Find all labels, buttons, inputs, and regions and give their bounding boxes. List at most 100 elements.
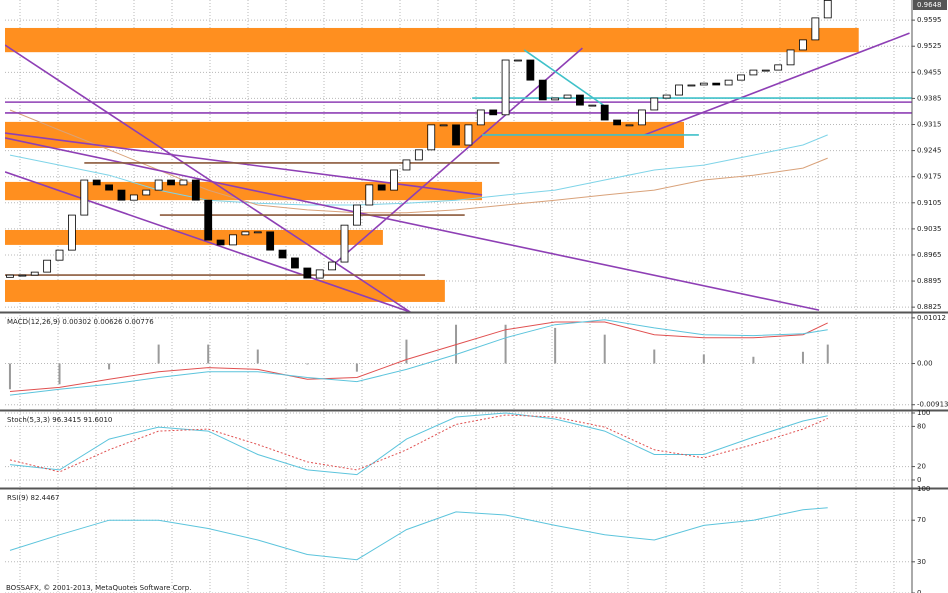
candle-body: [30, 271, 39, 276]
macd-histogram-bar: [504, 324, 507, 364]
trend-line: [5, 171, 411, 312]
copyright: BOSSAFX, © 2001-2013, MetaQuotes Softwar…: [6, 584, 191, 592]
candle-body: [662, 94, 671, 99]
y-tick-label: 20: [917, 463, 926, 471]
panel-label: MACD(12,26,9) 0.00302 0.00626 0.00776: [7, 318, 154, 326]
candle-body: [278, 249, 287, 259]
y-tick-label: 0.9245: [917, 147, 942, 155]
y-tick-label: -0.00913: [917, 401, 948, 409]
candle-body: [526, 59, 535, 81]
candle-body: [365, 184, 374, 206]
panel-label: RSI(9) 82.4467: [7, 494, 59, 502]
last-price-box: [913, 0, 947, 10]
candle-body: [291, 257, 299, 269]
candle-body: [80, 179, 89, 216]
macd-histogram-bar: [256, 349, 259, 364]
candle-body: [352, 204, 361, 226]
candle-body: [266, 231, 275, 251]
macd-histogram-bar: [108, 363, 111, 370]
macd-histogram-bar: [702, 354, 705, 364]
candle-body: [340, 224, 349, 263]
y-tick-label: 0.9175: [917, 173, 942, 181]
last-price-label: 0.9648: [917, 1, 942, 9]
candle-body: [414, 149, 423, 161]
candle-body: [439, 124, 448, 127]
trend-line: [5, 137, 820, 311]
y-tick-label: 0.9385: [917, 94, 942, 102]
indicator-line: [9, 507, 828, 561]
y-tick-label: 30: [917, 558, 926, 566]
price-panel: [5, 0, 912, 312]
indicator-line: [9, 412, 828, 476]
candle-body: [476, 109, 485, 126]
y-tick-label: 70: [917, 516, 926, 524]
candle-body: [749, 69, 758, 76]
trend-line: [644, 32, 910, 136]
candle-body: [241, 231, 250, 236]
macd-histogram-bar: [58, 363, 61, 385]
y-tick-label: 0.9595: [917, 16, 942, 24]
candle-body: [613, 119, 622, 126]
macd-histogram-bar: [355, 363, 358, 372]
candle-body: [105, 184, 113, 191]
y-tick-label: 0: [917, 589, 921, 593]
y-tick-label: 0.8895: [917, 277, 942, 285]
macd-histogram-bar: [8, 363, 11, 390]
price-zone: [5, 27, 859, 53]
trend-line: [5, 132, 483, 196]
candle-body: [154, 179, 163, 191]
y-tick-label: 0.9455: [917, 68, 942, 76]
candle-body: [811, 17, 820, 41]
candle-body: [191, 179, 200, 201]
macd-histogram-bar: [603, 334, 606, 364]
candle-body: [390, 169, 398, 191]
candle-body: [675, 84, 683, 96]
macd-panel: [8, 319, 829, 396]
candle-body: [315, 269, 324, 279]
y-tick-label: 100: [917, 485, 930, 493]
candle-body: [588, 104, 597, 107]
panel-label: Stoch(5,3,3) 96.3415 91.6010: [7, 416, 112, 424]
candle-body: [637, 109, 646, 126]
candle-body: [18, 274, 27, 277]
macd-histogram-bar: [752, 356, 755, 364]
candle-body: [563, 94, 572, 99]
candle-body: [167, 179, 175, 186]
macd-histogram-bar: [554, 327, 557, 364]
candle-body: [774, 64, 783, 71]
y-tick-label: 0: [917, 476, 921, 484]
macd-histogram-bar: [405, 339, 408, 364]
candle-body: [68, 214, 76, 251]
candle-body: [489, 109, 498, 116]
y-tick-label: 0.00: [917, 360, 933, 368]
rsi-panel: [9, 507, 828, 561]
candle-body: [538, 79, 547, 101]
y-tick-label: 0.9525: [917, 42, 942, 50]
y-tick-label: 0.9105: [917, 199, 942, 207]
candle-body: [229, 234, 237, 246]
candle-body: [724, 79, 733, 86]
macd-histogram-bar: [306, 363, 309, 365]
candle-body: [117, 189, 126, 201]
candle-body: [216, 239, 225, 246]
candle-body: [551, 97, 560, 101]
candle-body: [786, 49, 795, 66]
candle-body: [625, 124, 634, 127]
candle-body: [6, 274, 14, 278]
indicator-line: [9, 414, 828, 473]
candle-body: [464, 124, 473, 146]
candle-body: [253, 231, 262, 234]
candle-body: [402, 159, 411, 171]
trend-line: [5, 44, 411, 312]
candle-body: [55, 249, 64, 261]
macd-histogram-bar: [801, 351, 804, 364]
candle-body: [142, 189, 151, 196]
y-tick-label: 100: [917, 409, 930, 417]
stoch-panel: [9, 412, 828, 476]
macd-histogram-bar: [826, 344, 829, 364]
candle-body: [687, 84, 696, 87]
candle-body: [514, 59, 522, 62]
candle-body: [303, 267, 312, 279]
candle-body: [179, 179, 188, 186]
